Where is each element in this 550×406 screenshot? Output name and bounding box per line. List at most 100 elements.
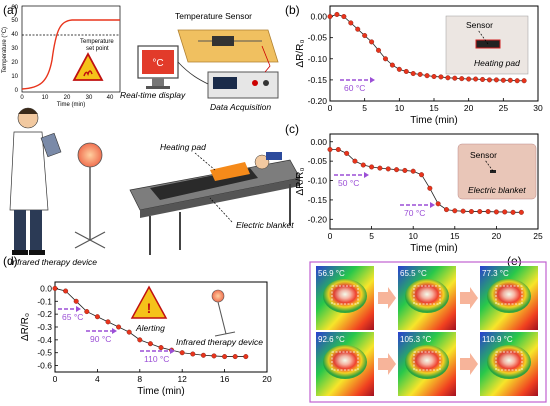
monitor-symbol: °C: [152, 58, 163, 69]
data-point: [521, 78, 527, 84]
x-tick-label: 10: [408, 231, 418, 241]
y-tick-label: -0.05: [308, 156, 328, 166]
realtime-display-label: Real-time display: [120, 90, 186, 100]
temperature-sensor-label: Temperature Sensor: [175, 11, 252, 21]
electric-blanket-label: Electric blanket: [236, 220, 294, 230]
svg-text:60: 60: [11, 5, 18, 11]
svg-text:30: 30: [86, 95, 93, 101]
temp-arrow-head: [112, 328, 117, 334]
data-point: [424, 73, 430, 79]
chart-d: 0.0 -0.1 -0.2 -0.3 -0.4 -0.5 -0.60 4 8 12 16 20 Time…: [20, 281, 272, 397]
svg-text:0: 0: [20, 95, 24, 101]
panel-c-sensor-label: Sensor: [470, 150, 497, 160]
data-point: [211, 353, 217, 359]
data-point: [355, 26, 361, 32]
data-point: [507, 77, 513, 83]
sequence-arrow: [460, 287, 478, 309]
svg-text:10: 10: [42, 95, 49, 101]
panel-e-label: (e): [507, 254, 522, 268]
x-axis-label: Time (min): [137, 386, 184, 397]
data-point: [232, 354, 238, 360]
temp-arrow-head: [370, 77, 375, 83]
thermal-reading: 110.9 °C: [482, 335, 513, 344]
data-point: [410, 168, 416, 174]
data-point: [362, 33, 368, 39]
x-tick-label: 20: [492, 231, 502, 241]
panel-c-device-label: Electric blanket: [468, 185, 526, 195]
thermal-roi: [331, 351, 359, 371]
inset-ylabel: Temperature (°C): [2, 27, 8, 73]
data-point: [438, 74, 444, 80]
data-point: [222, 354, 228, 360]
thermal-roi: [495, 285, 523, 305]
data-point: [369, 39, 375, 45]
thermal-reading: 65.5 °C: [400, 269, 427, 278]
data-point: [485, 209, 491, 215]
y-tick-label: 0.00: [310, 137, 327, 147]
x-tick-label: 10: [395, 103, 405, 113]
inset-xlabel: Time (min): [57, 102, 85, 108]
sequence-arrow: [460, 353, 478, 375]
temp-annotation: 70 °C: [404, 208, 425, 218]
y-axis-label: ΔR/R₀: [20, 313, 31, 341]
temp-arrow-head: [170, 348, 175, 354]
svg-text:20: 20: [11, 60, 18, 66]
y-tick-label: -0.10: [308, 54, 328, 64]
x-tick-label: 5: [369, 231, 374, 241]
sensor-board-icon: [177, 29, 279, 63]
patient-illustration: [150, 152, 282, 200]
thermal-reading: 105.3 °C: [400, 335, 431, 344]
svg-text:50: 50: [11, 18, 18, 24]
panel-a-inset-chart: Temperature set point 0 10 20 30 40 50 6…: [2, 5, 121, 108]
thermal-hotspot: [323, 279, 367, 313]
doctor-illustration: [9, 107, 62, 255]
thermal-hotspot: [405, 279, 449, 313]
panel-b-label: (b): [285, 3, 300, 17]
hot-warning-icon: [72, 52, 104, 81]
data-point: [369, 164, 375, 170]
data-point: [518, 209, 524, 215]
temp-annotation: 90 °C: [90, 334, 111, 344]
data-point: [327, 147, 333, 153]
data-point: [105, 319, 111, 325]
thermal-roi: [331, 285, 359, 305]
x-tick-label: 0: [328, 231, 333, 241]
thermal-images-grid: 56.9 °C 65.5 °C 77.3 °C 92.6 °C 105.3 °C 110.…: [309, 261, 547, 403]
data-point: [452, 208, 458, 214]
data-point: [200, 352, 206, 358]
panel-c-label: (c): [285, 122, 299, 136]
y-tick-label: 0.00: [310, 12, 327, 22]
data-point: [147, 341, 153, 347]
svg-text:0: 0: [15, 88, 19, 94]
data-point: [435, 201, 441, 207]
data-point: [190, 351, 196, 357]
y-tick-label: -0.15: [308, 195, 328, 205]
temp-annotation: 65 °C: [62, 312, 83, 322]
y-tick-label: -0.10: [308, 176, 328, 186]
chart-c: 0.00 -0.05 -0.10 -0.15 -0.200 5 10 15 20 25 Time (…: [295, 133, 543, 254]
x-tick-label: 15: [450, 231, 460, 241]
data-acquisition-icon: [207, 71, 279, 99]
data-acquisition-label: Data Acquisition: [210, 102, 271, 112]
data-point: [335, 147, 341, 153]
data-point: [382, 56, 388, 62]
y-tick-label: -0.15: [308, 75, 328, 85]
data-point: [179, 350, 185, 356]
sequence-arrow: [378, 353, 396, 375]
data-point: [500, 77, 506, 83]
x-tick-label: 12: [177, 374, 187, 384]
y-tick-label: -0.20: [308, 214, 328, 224]
infrared-lamp-icon: [74, 142, 106, 249]
y-tick-label: -0.20: [308, 96, 328, 106]
temp-annotation: 50 °C: [338, 178, 359, 188]
data-point: [73, 298, 79, 304]
thermal-hotspot: [323, 345, 367, 379]
x-tick-label: 5: [362, 103, 367, 113]
y-tick-label: -0.05: [308, 33, 328, 43]
data-point: [116, 324, 122, 330]
data-point: [352, 158, 358, 164]
svg-text:!: !: [147, 300, 152, 316]
panel-b-device-label: Heating pad: [474, 58, 520, 68]
thermal-reading: 56.9 °C: [318, 269, 345, 278]
